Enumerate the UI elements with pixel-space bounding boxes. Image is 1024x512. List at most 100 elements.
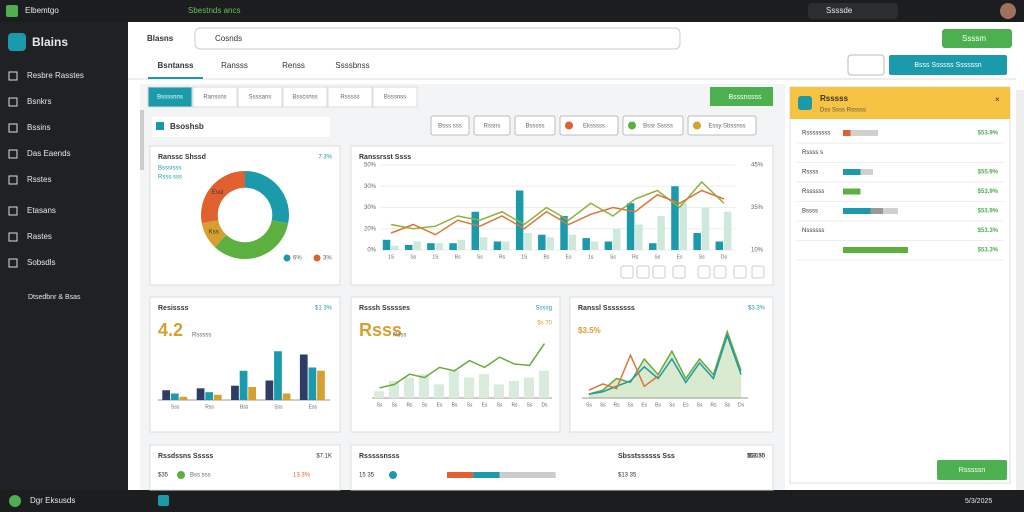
card-title: Ranssrsst Ssss bbox=[359, 154, 411, 161]
subtab[interactable] bbox=[282, 86, 328, 108]
x-tick-label: Ss bbox=[586, 402, 592, 408]
row-bar bbox=[843, 188, 861, 195]
action-button[interactable] bbox=[889, 55, 1007, 75]
nav-item[interactable]: Sobsdls bbox=[27, 258, 55, 267]
card-value: $53.30 bbox=[747, 454, 766, 460]
bar bbox=[403, 377, 414, 398]
header-title: Blasns bbox=[147, 34, 174, 43]
card-title: Rsssssnsss bbox=[359, 453, 400, 460]
bar bbox=[213, 394, 222, 400]
bar bbox=[413, 241, 421, 250]
filter-chip[interactable] bbox=[559, 115, 619, 136]
bar bbox=[538, 370, 549, 398]
toolbar-icon[interactable] bbox=[620, 265, 634, 279]
y-tick-label: 30% bbox=[364, 184, 377, 190]
app-name: Elbemtgo bbox=[25, 6, 59, 15]
bar bbox=[701, 207, 710, 250]
card-title: Ranssc Shssd bbox=[158, 154, 206, 161]
nav-item[interactable]: Das Eaends bbox=[27, 149, 71, 158]
nav-icon bbox=[8, 97, 18, 107]
x-tick-label: Es bbox=[683, 402, 689, 408]
sidebar-footer[interactable]: Dtsedbnr & Bsas bbox=[28, 294, 81, 301]
card-dot bbox=[177, 471, 185, 479]
filter-chip[interactable] bbox=[430, 115, 470, 136]
bar bbox=[179, 396, 188, 400]
row-label: Rssssssss bbox=[802, 131, 830, 137]
header-button[interactable] bbox=[942, 29, 1012, 48]
taskbar-app[interactable] bbox=[158, 495, 169, 506]
bar bbox=[626, 203, 635, 250]
tab[interactable]: Bsntanss bbox=[157, 61, 194, 70]
badge: $1 3% bbox=[315, 306, 333, 312]
card bbox=[149, 296, 341, 433]
row-label: Rssss s bbox=[802, 150, 823, 156]
bar bbox=[239, 370, 248, 400]
x-tick-label: Rs bbox=[614, 402, 621, 408]
bar bbox=[435, 243, 443, 250]
subtab[interactable] bbox=[372, 86, 418, 108]
search-box[interactable] bbox=[194, 27, 681, 50]
icon-button[interactable] bbox=[847, 54, 885, 76]
add-button[interactable] bbox=[710, 87, 773, 106]
row-value: $53.3% bbox=[978, 248, 999, 254]
bar bbox=[391, 245, 399, 250]
nav-item[interactable]: Rsstes bbox=[27, 175, 51, 184]
nav-item[interactable]: Bssins bbox=[27, 123, 51, 132]
right-panel-subtitle: Dss Ssss Rsssss bbox=[820, 108, 866, 114]
user-icon bbox=[9, 495, 21, 507]
right-panel-close[interactable]: × bbox=[995, 95, 1000, 104]
tab[interactable]: Ssssbnss bbox=[335, 61, 369, 70]
toolbar-icon[interactable] bbox=[697, 265, 711, 279]
bar bbox=[404, 244, 413, 250]
bar bbox=[524, 233, 532, 250]
right-panel-button[interactable] bbox=[937, 460, 1007, 480]
filter-chip[interactable] bbox=[473, 115, 511, 136]
nav-item[interactable]: Rastes bbox=[27, 232, 52, 241]
toolbar-icon[interactable] bbox=[751, 265, 765, 279]
subtab[interactable] bbox=[147, 86, 193, 108]
toolbar-icon[interactable] bbox=[733, 265, 747, 279]
nav-item[interactable]: Bsnkrs bbox=[27, 97, 51, 106]
y2-tick-label: 45% bbox=[751, 163, 764, 169]
top-search[interactable] bbox=[808, 3, 898, 19]
nav-item[interactable]: Resbre Rasstes bbox=[27, 71, 84, 80]
bar bbox=[478, 374, 489, 398]
tab[interactable]: Renss bbox=[282, 61, 305, 70]
subtab[interactable] bbox=[237, 86, 283, 108]
filter-chip[interactable] bbox=[514, 115, 556, 136]
row-bar bbox=[870, 208, 883, 214]
card-bar bbox=[473, 472, 500, 478]
toolbar-icon[interactable] bbox=[636, 265, 650, 279]
section-header bbox=[152, 117, 330, 137]
filter-chip[interactable] bbox=[622, 115, 684, 136]
tab[interactable]: Ransss bbox=[221, 61, 248, 70]
card-bar bbox=[499, 472, 556, 478]
scrollbar bbox=[1016, 90, 1024, 490]
bar bbox=[590, 241, 599, 250]
x-tick-label: Rs bbox=[406, 402, 413, 408]
x-tick-label: Ss bbox=[600, 402, 606, 408]
brand: Blains bbox=[32, 35, 68, 49]
kpi: $3.5% bbox=[578, 326, 601, 335]
x-tick-label: Rs bbox=[632, 254, 639, 260]
filter-dot bbox=[565, 121, 573, 130]
line bbox=[390, 189, 725, 236]
toolbar-icon[interactable] bbox=[652, 265, 666, 279]
avatar[interactable] bbox=[1000, 3, 1016, 19]
x-tick-label: Bs bbox=[452, 402, 458, 408]
toolbar-icon[interactable] bbox=[672, 265, 686, 279]
filter-dot bbox=[693, 121, 701, 130]
x-tick-label: Ss bbox=[422, 402, 428, 408]
subtab-text: Bssssnns bbox=[157, 95, 183, 101]
bar bbox=[657, 216, 665, 250]
nav-item[interactable]: Etasans bbox=[27, 206, 56, 215]
bar bbox=[248, 387, 257, 400]
subtab[interactable] bbox=[192, 86, 238, 108]
filter-chip[interactable] bbox=[687, 115, 757, 136]
slice-label: Essl bbox=[212, 190, 223, 196]
x-tick-label: Bs bbox=[655, 402, 661, 408]
filter-dot bbox=[628, 121, 636, 130]
card-title: Rssdssns Sssss bbox=[158, 453, 213, 460]
toolbar-icon[interactable] bbox=[713, 265, 727, 279]
subtab[interactable] bbox=[327, 86, 373, 108]
